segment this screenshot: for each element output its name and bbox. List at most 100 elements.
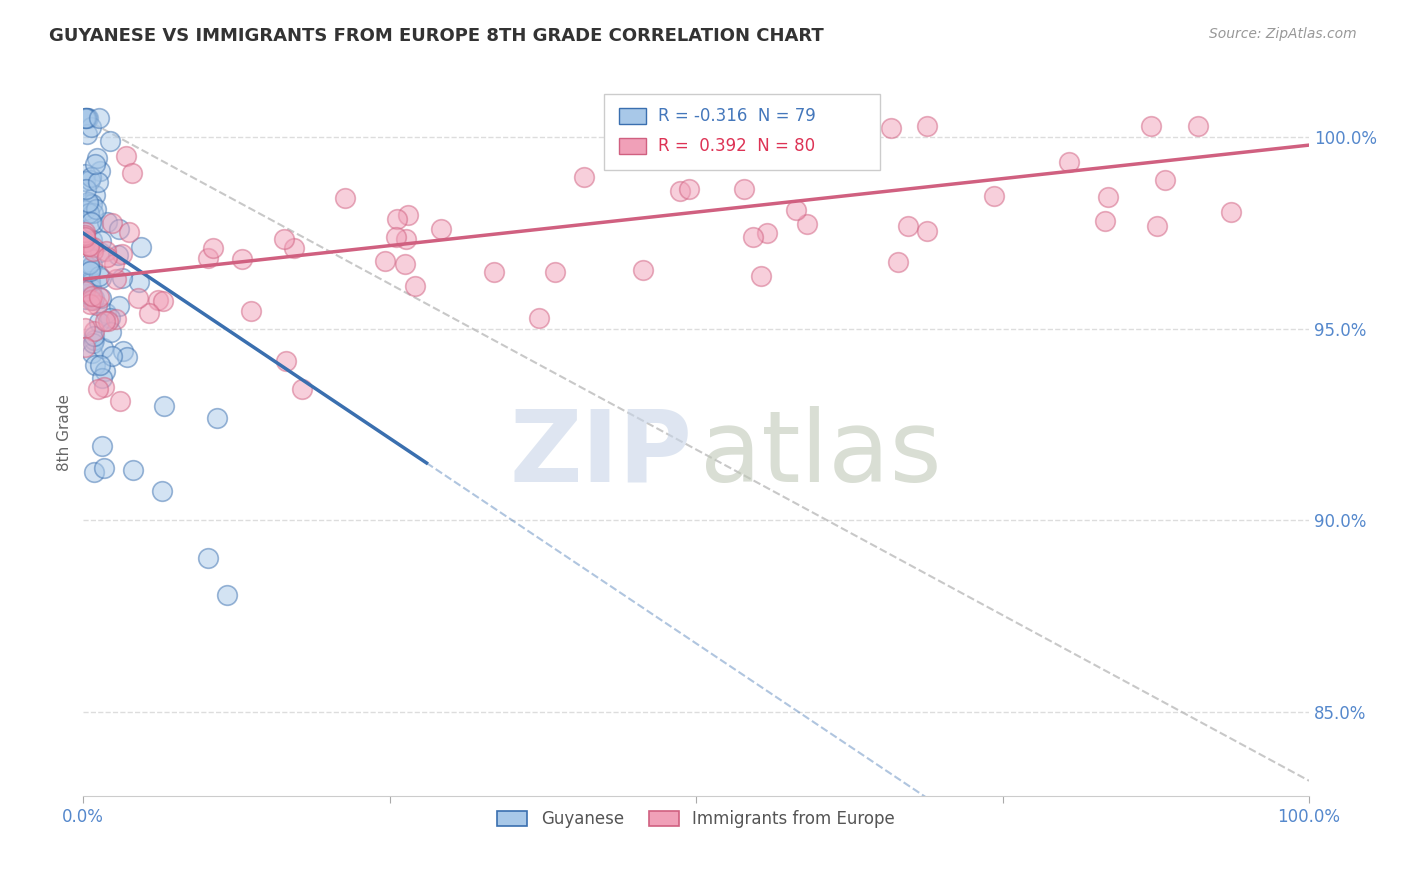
Point bbox=[83, 329, 105, 343]
Point bbox=[75, 112, 97, 126]
Point bbox=[86, 382, 108, 396]
Point bbox=[1097, 190, 1119, 204]
Point bbox=[80, 289, 103, 303]
Point bbox=[121, 463, 143, 477]
Point bbox=[633, 263, 655, 277]
Point bbox=[886, 254, 908, 268]
Point bbox=[79, 260, 101, 275]
Point bbox=[138, 306, 160, 320]
Point bbox=[197, 551, 219, 566]
Point bbox=[73, 202, 96, 217]
Point bbox=[1146, 219, 1168, 233]
Point bbox=[80, 215, 103, 229]
Point bbox=[98, 311, 121, 326]
Point bbox=[100, 216, 122, 230]
Point bbox=[107, 222, 129, 236]
Point bbox=[131, 240, 153, 254]
Point bbox=[82, 244, 104, 259]
Point bbox=[79, 263, 101, 277]
Point bbox=[105, 272, 128, 286]
Point bbox=[733, 182, 755, 196]
Point bbox=[110, 393, 132, 408]
Point bbox=[73, 321, 96, 335]
Point bbox=[205, 410, 228, 425]
Point bbox=[73, 112, 96, 126]
Point bbox=[90, 271, 112, 285]
FancyBboxPatch shape bbox=[619, 108, 645, 124]
Point bbox=[1220, 205, 1243, 219]
Point bbox=[89, 358, 111, 372]
Point bbox=[73, 235, 96, 250]
Point bbox=[73, 340, 96, 354]
Point bbox=[202, 241, 225, 255]
Point bbox=[374, 254, 396, 268]
Point bbox=[77, 112, 100, 126]
Y-axis label: 8th Grade: 8th Grade bbox=[58, 393, 72, 471]
Point bbox=[80, 120, 103, 134]
Point bbox=[80, 293, 103, 307]
Text: Source: ZipAtlas.com: Source: ZipAtlas.com bbox=[1209, 27, 1357, 41]
Point bbox=[89, 245, 111, 260]
Point bbox=[82, 293, 104, 307]
Text: GUYANESE VS IMMIGRANTS FROM EUROPE 8TH GRADE CORRELATION CHART: GUYANESE VS IMMIGRANTS FROM EUROPE 8TH G… bbox=[49, 27, 824, 45]
Point bbox=[915, 119, 938, 133]
Point bbox=[91, 370, 114, 384]
Point bbox=[97, 314, 120, 328]
Point bbox=[404, 278, 426, 293]
Point bbox=[283, 241, 305, 255]
Point bbox=[89, 269, 111, 284]
Text: R =  0.392  N = 80: R = 0.392 N = 80 bbox=[658, 137, 815, 155]
Point bbox=[751, 268, 773, 283]
Point bbox=[101, 349, 124, 363]
Point bbox=[77, 195, 100, 210]
Point bbox=[153, 399, 176, 413]
Point bbox=[1057, 155, 1080, 169]
Point bbox=[83, 157, 105, 171]
Point bbox=[73, 225, 96, 239]
Point bbox=[115, 149, 138, 163]
Point bbox=[94, 244, 117, 258]
Point bbox=[75, 182, 97, 196]
Point bbox=[430, 222, 453, 236]
Point bbox=[79, 276, 101, 290]
Point bbox=[84, 358, 107, 372]
Point bbox=[1187, 119, 1209, 133]
Point bbox=[574, 170, 596, 185]
Point bbox=[96, 215, 118, 229]
Point bbox=[79, 274, 101, 288]
Point bbox=[80, 169, 103, 184]
Text: R = -0.316  N = 79: R = -0.316 N = 79 bbox=[658, 107, 815, 125]
Point bbox=[73, 227, 96, 242]
Point bbox=[82, 239, 104, 253]
Point bbox=[94, 364, 117, 378]
Point bbox=[77, 239, 100, 253]
Point bbox=[82, 233, 104, 247]
Point bbox=[755, 226, 778, 240]
Point bbox=[83, 324, 105, 338]
Point bbox=[80, 346, 103, 360]
Point bbox=[89, 163, 111, 178]
Point bbox=[73, 293, 96, 307]
Point bbox=[217, 588, 239, 602]
Point bbox=[94, 306, 117, 320]
Legend: Guyanese, Immigrants from Europe: Guyanese, Immigrants from Europe bbox=[491, 804, 901, 835]
Point bbox=[529, 310, 551, 325]
Point bbox=[105, 312, 128, 326]
Point bbox=[77, 197, 100, 211]
Point bbox=[94, 314, 117, 328]
Point bbox=[93, 460, 115, 475]
Point bbox=[742, 230, 765, 244]
Point bbox=[89, 112, 111, 126]
Point bbox=[87, 290, 110, 304]
Text: ZIP: ZIP bbox=[509, 406, 693, 502]
Point bbox=[128, 275, 150, 289]
Point bbox=[91, 439, 114, 453]
Point bbox=[87, 315, 110, 329]
Point bbox=[796, 217, 818, 231]
Point bbox=[82, 217, 104, 231]
Point bbox=[82, 258, 104, 272]
Point bbox=[79, 257, 101, 271]
Point bbox=[82, 197, 104, 211]
Point bbox=[240, 303, 263, 318]
Point bbox=[291, 382, 314, 396]
